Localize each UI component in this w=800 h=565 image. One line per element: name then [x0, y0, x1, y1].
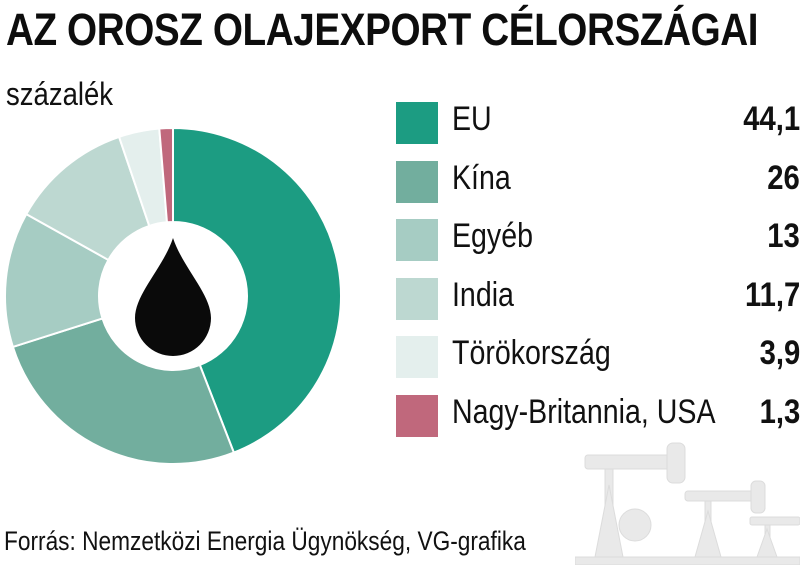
legend-label: Nagy-Britannia, USA [452, 392, 716, 431]
legend-item-nagy-britannia-usa: Nagy-Britannia, USA 1,3 [396, 389, 800, 448]
chart-title: AZ OROSZ OLAJEXPORT CÉLORSZÁGAI [6, 4, 759, 55]
legend: EU 44,1 Kína 26 Egyéb 13 India 11,7 Törökország 3… [396, 96, 800, 447]
legend-label: Egyéb [452, 217, 533, 255]
legend-swatch [396, 160, 438, 203]
legend-label: EU [452, 100, 492, 138]
slice-eu [172, 126, 342, 454]
legend-label: Kína [452, 158, 511, 197]
legend-swatch [396, 277, 438, 320]
legend-value: 13 [767, 217, 800, 255]
oil-pump-watermark-icon [575, 442, 800, 565]
legend-label: India [452, 275, 514, 314]
unit-label: százalék [6, 76, 114, 112]
source-note: Forrás: Nemzetközi Energia Ügynökség, VG… [4, 526, 526, 556]
oil-drop-icon [135, 238, 211, 356]
legend-value: 11,7 [744, 275, 800, 314]
legend-item-egyeb: Egyéb 13 [396, 213, 800, 272]
legend-item-eu: EU 44,1 [396, 96, 800, 155]
legend-item-india: India 11,7 [396, 272, 800, 331]
legend-value: 3,9 [759, 334, 800, 372]
slice-nagy-britannia-usa [158, 126, 174, 224]
legend-value: 44,1 [743, 100, 800, 138]
legend-swatch [396, 394, 438, 437]
donut-chart [4, 126, 342, 465]
legend-item-kina: Kína 26 [396, 155, 800, 214]
legend-value: 26 [767, 158, 800, 197]
legend-item-torokorszag: Törökország 3,9 [396, 330, 800, 389]
legend-value: 1,3 [759, 392, 800, 431]
slice-kina [11, 317, 236, 465]
legend-swatch [396, 336, 438, 378]
legend-swatch [396, 219, 438, 261]
legend-label: Törökország [452, 334, 611, 372]
legend-swatch [396, 102, 438, 144]
